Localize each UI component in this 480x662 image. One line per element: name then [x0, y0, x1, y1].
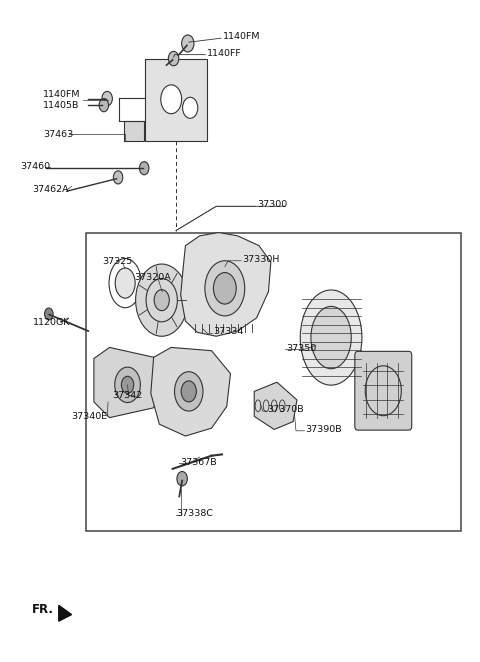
Circle shape — [214, 273, 236, 304]
Bar — [145, 58, 207, 140]
Text: 1140FM: 1140FM — [222, 32, 260, 42]
Text: 37463: 37463 — [43, 130, 73, 138]
Polygon shape — [59, 605, 72, 621]
Text: 37460: 37460 — [20, 162, 50, 171]
Text: 37350: 37350 — [287, 344, 317, 353]
Circle shape — [139, 162, 149, 175]
Text: 37300: 37300 — [257, 201, 288, 209]
Text: 1120GK: 1120GK — [33, 318, 70, 327]
Text: 37334: 37334 — [214, 327, 244, 336]
Bar — [86, 232, 461, 531]
Circle shape — [205, 261, 245, 316]
Circle shape — [113, 171, 123, 184]
Text: 37330H: 37330H — [242, 255, 279, 264]
Text: 37367B: 37367B — [180, 458, 216, 467]
Text: 1140FF: 1140FF — [207, 50, 241, 58]
Text: 37338C: 37338C — [177, 509, 214, 518]
Circle shape — [182, 97, 198, 118]
Circle shape — [177, 471, 187, 486]
Circle shape — [181, 381, 196, 402]
Text: 37325: 37325 — [102, 257, 132, 266]
Ellipse shape — [300, 290, 362, 385]
Circle shape — [136, 264, 188, 336]
Circle shape — [181, 35, 194, 52]
Circle shape — [168, 52, 179, 66]
Ellipse shape — [115, 268, 135, 298]
Polygon shape — [151, 348, 230, 436]
Circle shape — [99, 99, 108, 112]
Circle shape — [45, 308, 53, 320]
Polygon shape — [180, 232, 271, 336]
Text: 37320A: 37320A — [135, 273, 171, 282]
Text: 37370B: 37370B — [267, 405, 304, 414]
Circle shape — [161, 85, 181, 114]
Circle shape — [121, 376, 134, 393]
Text: 11405B: 11405B — [43, 101, 80, 111]
Circle shape — [154, 290, 169, 310]
Circle shape — [102, 91, 112, 106]
Text: 1140FM: 1140FM — [43, 90, 81, 99]
Circle shape — [175, 371, 203, 411]
Circle shape — [115, 367, 140, 402]
Bar — [124, 121, 144, 140]
Text: FR.: FR. — [32, 604, 54, 616]
Polygon shape — [94, 348, 162, 418]
Text: 37390B: 37390B — [305, 425, 342, 434]
FancyBboxPatch shape — [355, 352, 412, 430]
Text: 37342: 37342 — [112, 391, 142, 400]
Text: 37462A: 37462A — [32, 185, 69, 195]
Ellipse shape — [311, 307, 351, 369]
Polygon shape — [254, 382, 297, 430]
Text: 37340E: 37340E — [72, 412, 108, 421]
